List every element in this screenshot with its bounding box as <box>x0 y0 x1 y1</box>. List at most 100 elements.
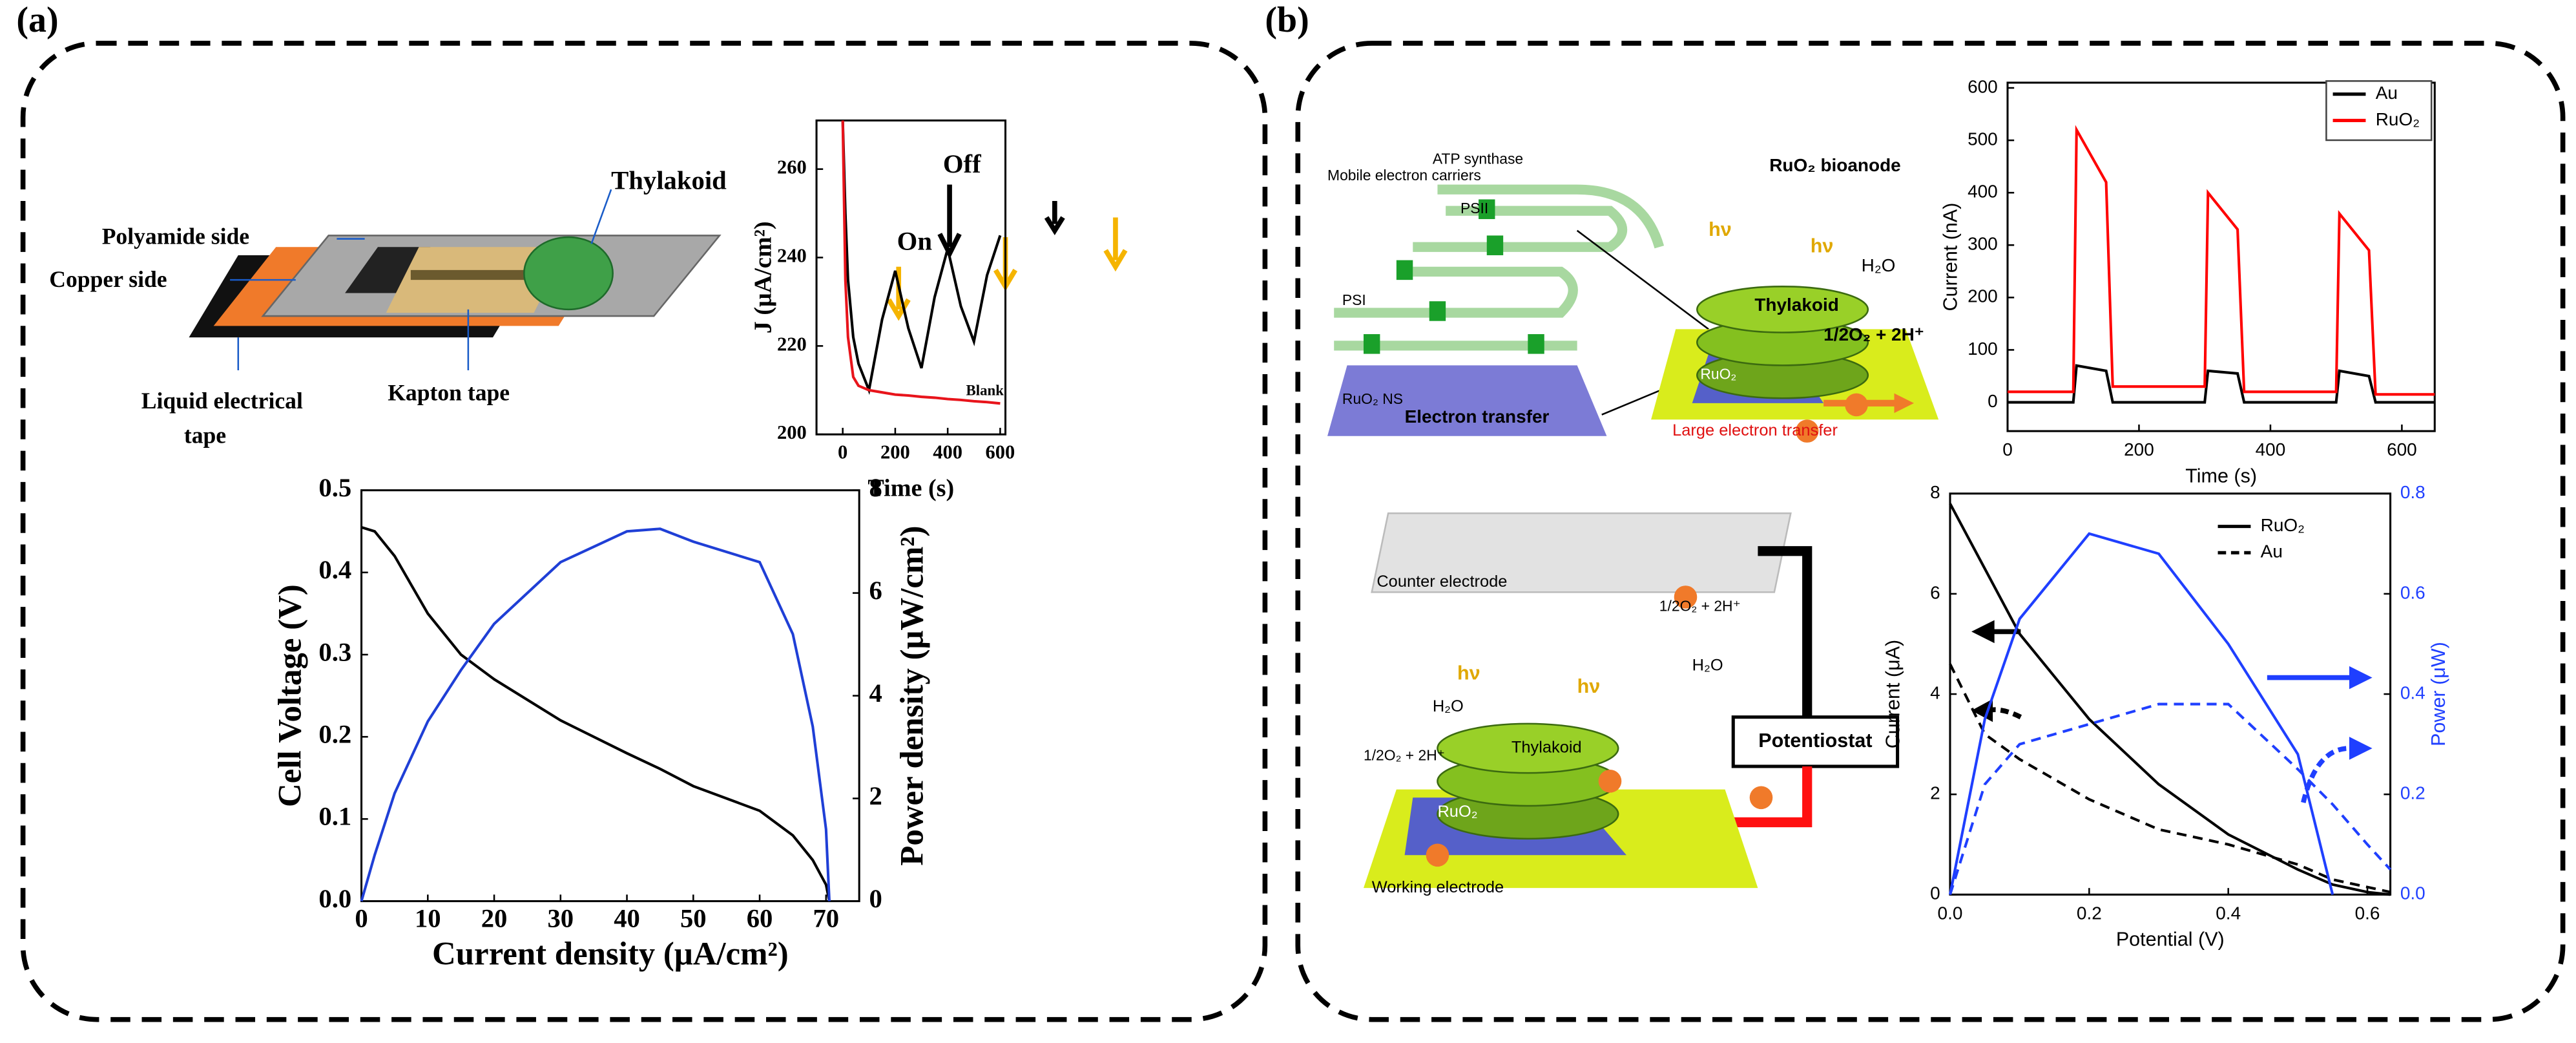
series-line <box>2007 364 2435 404</box>
device <box>189 189 722 371</box>
x-tick-label: 0.4 <box>2216 903 2241 923</box>
series-line <box>360 527 831 902</box>
x-axis-label: Time (s) <box>2185 465 2257 487</box>
y-tick-label: 0.3 <box>318 637 351 666</box>
diagram-label: H₂O <box>1862 255 1896 275</box>
cell <box>1363 512 1900 889</box>
y-tick-label: 0 <box>869 884 882 913</box>
y-tick-label: 200 <box>777 421 807 443</box>
x-tick-label: 0 <box>2002 439 2013 459</box>
y-tick-label: 2 <box>1930 783 1940 803</box>
diagram-label: Thylakoid <box>1754 295 1839 315</box>
diagram-label: RuO₂ NS <box>1342 390 1403 407</box>
x-tick-label: 200 <box>2124 439 2154 459</box>
diagram-label: RuO₂ bioanode <box>1769 155 1901 175</box>
diagram-label: tape <box>184 422 226 448</box>
x-tick-label: 10 <box>415 903 441 932</box>
y-tick-label: 500 <box>1968 129 1998 149</box>
x-axis-label: Potential (V) <box>2116 929 2225 951</box>
y-tick-label: 0.2 <box>2400 783 2425 803</box>
diagram-label: Electron transfer <box>1405 406 1550 427</box>
diagram-label: Thylakoid <box>1511 739 1582 757</box>
series-line <box>841 120 1001 405</box>
x-tick-label: 200 <box>880 441 910 463</box>
mechanism <box>1327 184 1939 443</box>
annotation: On <box>897 227 933 256</box>
series-line <box>1949 503 2391 896</box>
diagram-label: Working electrode <box>1372 878 1504 896</box>
y-tick-label: 0 <box>1988 391 1998 411</box>
y-tick-label: 400 <box>1968 182 1998 202</box>
series-line <box>360 525 831 901</box>
y-tick-label: 240 <box>777 245 807 267</box>
y-axis-label: Cell Voltage (V) <box>272 584 308 807</box>
diagram-label: hν <box>1577 675 1601 697</box>
y2-axis-label: Power (μW) <box>2427 642 2449 746</box>
diagram-label: Liquid electrical <box>141 388 303 414</box>
series-line <box>1949 702 2392 895</box>
x-tick-label: 0.0 <box>1938 903 1963 923</box>
x-tick-label: 0.2 <box>2077 903 2102 923</box>
series-line <box>2007 125 2435 396</box>
diagram-label: RuO₂ <box>1700 366 1736 383</box>
y-tick-label: 600 <box>1968 76 1998 96</box>
panel-label: (b) <box>1265 0 1309 40</box>
diagram-label: ATP synthase <box>1433 151 1523 167</box>
x-tick-label: 40 <box>614 903 640 932</box>
diagram-label: hν <box>1457 662 1480 684</box>
x-tick-label: 600 <box>2387 439 2417 459</box>
diagram-label: Large electron transfer <box>1672 421 1838 439</box>
x-axis-label: Current density (μA/cm²) <box>432 936 789 973</box>
y2-axis-label: Power density (μW/cm²) <box>894 525 930 865</box>
diagram-label: Thylakoid <box>611 165 727 195</box>
y-tick-label: 2 <box>869 781 882 810</box>
y-tick-label: 4 <box>869 679 882 708</box>
diagram-label: 1/2O₂ + 2H⁺ <box>1659 597 1741 614</box>
x-tick-label: 50 <box>680 903 707 932</box>
diagram-label: 1/2O₂ + 2H⁺ <box>1364 747 1445 764</box>
y-tick-label: 100 <box>1968 339 1998 359</box>
x-axis-label: Time (s) <box>867 474 954 501</box>
legend-label: RuO₂ <box>2376 109 2420 129</box>
y-tick-label: 260 <box>777 156 807 178</box>
panel-border <box>20 41 1268 1022</box>
y-tick-label: 0.6 <box>2400 582 2425 602</box>
diagram-label: H₂O <box>1433 697 1464 715</box>
legend-label: Au <box>2261 542 2283 562</box>
plot-frame <box>2006 81 2436 432</box>
y-tick-label: 0.0 <box>2400 883 2425 903</box>
y-tick-label: 6 <box>1930 582 1940 602</box>
y-tick-label: 0.8 <box>2400 482 2425 502</box>
y-tick-label: 6 <box>869 576 882 605</box>
diagram-label: 1/2O₂ + 2H⁺ <box>1823 324 1924 344</box>
diagram-label: hν <box>1811 235 1834 257</box>
y-tick-label: 0.1 <box>318 802 351 831</box>
diagram-label: Polyamide side <box>102 224 249 249</box>
panel-border <box>1295 41 2566 1022</box>
y-tick-label: 200 <box>1968 286 1998 306</box>
annotation: Off <box>943 149 981 178</box>
y-axis-label: Current (μA) <box>1882 640 1904 749</box>
x-tick-label: 600 <box>986 441 1015 463</box>
legend-box <box>2325 80 2433 142</box>
x-tick-label: 400 <box>2256 439 2286 459</box>
x-tick-label: 0.6 <box>2355 903 2380 923</box>
y-tick-label: 4 <box>1930 682 1940 702</box>
diagram-label: Kapton tape <box>388 379 510 405</box>
x-tick-label: 30 <box>547 903 574 932</box>
x-tick-label: 0 <box>355 903 368 932</box>
annotation: Blank <box>966 382 1004 398</box>
y-axis-label: J (μA/cm²) <box>749 221 776 333</box>
y-axis-label: Current (nA) <box>1940 203 1962 311</box>
x-tick-label: 20 <box>481 903 508 932</box>
x-tick-label: 0 <box>838 441 847 463</box>
diagram-label: H₂O <box>1692 657 1723 675</box>
diagram-label: RuO₂ <box>1437 803 1477 821</box>
diagram-label: PSII <box>1460 200 1488 216</box>
y-tick-label: 220 <box>777 333 807 355</box>
legend-label: Au <box>2376 83 2398 103</box>
y-tick-label: 0.4 <box>318 555 351 584</box>
series-line <box>1948 532 2334 895</box>
